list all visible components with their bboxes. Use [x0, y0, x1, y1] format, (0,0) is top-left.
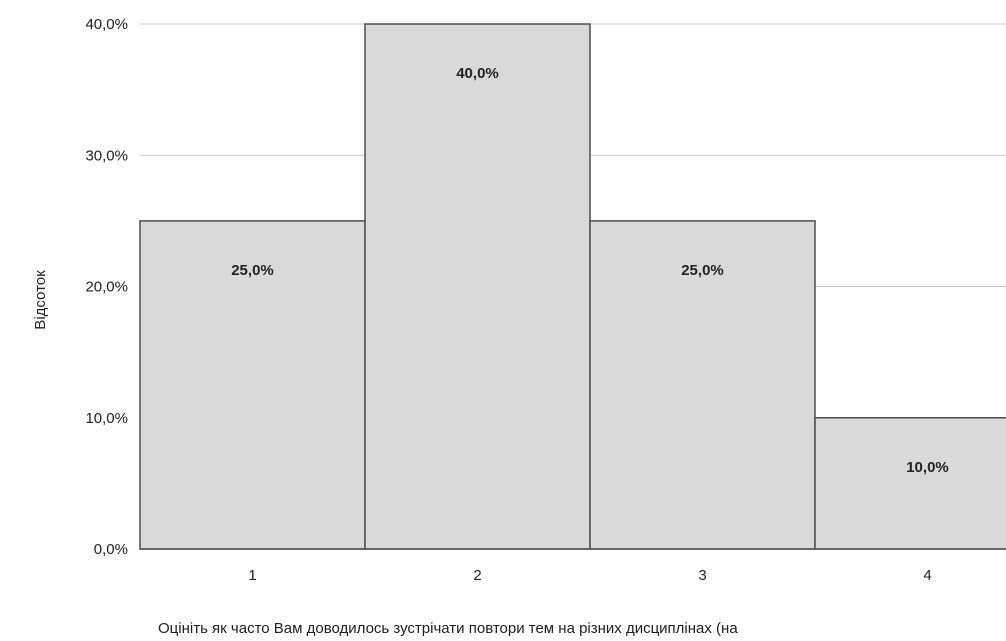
x-tick-label: 4: [923, 567, 931, 584]
y-axis-title: Відсоток: [32, 270, 49, 330]
bar: [139, 220, 366, 550]
bar: [589, 220, 816, 550]
x-tick-label: 1: [248, 567, 256, 584]
data-label: 40,0%: [456, 65, 499, 82]
bar: [814, 417, 1006, 550]
y-tick-label: 30,0%: [85, 147, 128, 164]
data-label: 10,0%: [906, 459, 949, 476]
y-axis-ticks: 0,0% 10,0% 20,0% 30,0% 40,0%: [85, 16, 128, 558]
data-labels: 25,0% 40,0% 25,0% 10,0%: [231, 65, 949, 476]
x-axis-title: Оцініть як часто Вам доводилось зустріча…: [158, 620, 738, 637]
data-label: 25,0%: [231, 262, 274, 279]
x-axis-ticks: 1 2 3 4: [248, 567, 931, 584]
x-tick-label: 2: [473, 567, 481, 584]
y-tick-label: 40,0%: [85, 16, 128, 33]
x-tick-label: 3: [698, 567, 706, 584]
data-label: 25,0%: [681, 262, 724, 279]
y-tick-label: 0,0%: [94, 541, 128, 558]
bar: [364, 23, 591, 550]
y-tick-label: 20,0%: [85, 279, 128, 296]
y-tick-label: 10,0%: [85, 410, 128, 427]
